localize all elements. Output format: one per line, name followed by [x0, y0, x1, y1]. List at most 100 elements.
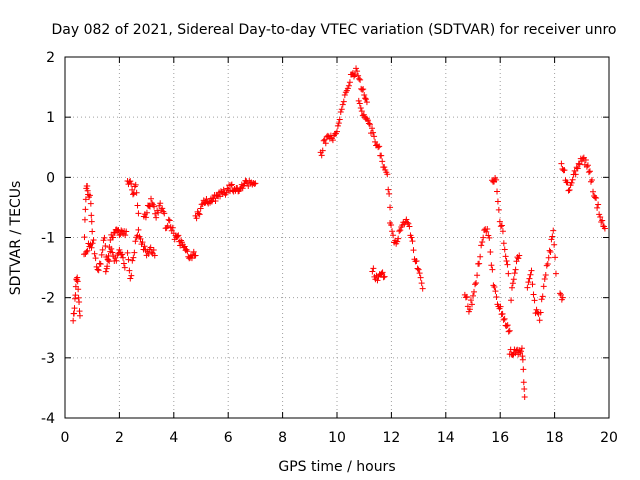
- data-point-marker: [376, 143, 383, 150]
- data-point-marker: [476, 260, 483, 267]
- data-point-marker: [547, 249, 554, 256]
- data-point-marker: [495, 206, 502, 213]
- data-point-marker: [518, 348, 525, 355]
- data-point-marker: [497, 303, 504, 310]
- data-point-marker: [164, 222, 171, 229]
- data-point-marker: [130, 254, 137, 261]
- data-point-marker: [478, 242, 485, 249]
- data-point-marker: [379, 269, 386, 276]
- data-point-marker: [71, 310, 78, 317]
- data-point-marker: [133, 189, 140, 196]
- data-point-marker: [480, 234, 487, 241]
- data-point-marker: [76, 298, 83, 305]
- data-point-marker: [503, 322, 510, 329]
- data-point-marker: [137, 235, 144, 242]
- x-tick-label: 0: [61, 430, 70, 446]
- data-point-marker: [82, 196, 89, 203]
- data-point-marker: [132, 238, 139, 245]
- data-point-marker: [586, 168, 593, 175]
- data-point-marker: [414, 265, 421, 272]
- data-point-marker: [536, 317, 543, 324]
- data-point-marker: [415, 266, 422, 273]
- data-point-marker: [102, 242, 109, 249]
- data-point-marker: [88, 244, 95, 251]
- data-point-marker: [527, 271, 534, 278]
- data-point-marker: [99, 246, 106, 253]
- data-point-marker: [335, 120, 342, 127]
- data-point-marker: [89, 240, 96, 247]
- data-point-marker: [403, 216, 410, 223]
- data-point-marker: [548, 236, 555, 243]
- data-point-marker: [470, 292, 476, 299]
- data-point-marker: [361, 92, 368, 99]
- data-point-marker: [336, 116, 343, 123]
- data-point-marker: [521, 393, 528, 400]
- data-point-marker: [227, 182, 234, 189]
- data-point-marker: [528, 267, 535, 274]
- data-point-marker: [126, 267, 133, 274]
- x-tick-label: 12: [382, 430, 400, 446]
- data-point-marker: [594, 204, 601, 211]
- data-point-marker: [90, 237, 97, 244]
- data-point-marker: [82, 206, 89, 213]
- data-point-marker: [151, 203, 158, 210]
- data-point-marker: [408, 234, 415, 241]
- data-point-marker: [505, 328, 512, 335]
- data-point-marker: [357, 76, 364, 83]
- data-point-marker: [493, 294, 500, 301]
- data-point-marker: [510, 276, 517, 283]
- x-axis-label: GPS time / hours: [278, 459, 395, 475]
- x-tick-label: 16: [491, 430, 509, 446]
- data-point-marker: [177, 242, 184, 249]
- data-point-marker: [329, 137, 336, 144]
- data-point-marker: [338, 106, 345, 113]
- x-tick-label: 14: [437, 430, 455, 446]
- data-point-marker: [524, 284, 531, 291]
- data-point-marker: [369, 268, 376, 275]
- data-point-marker: [589, 176, 595, 183]
- data-point-marker: [500, 316, 507, 323]
- data-point-marker: [92, 255, 99, 262]
- data-point-marker: [559, 294, 566, 301]
- data-point-marker: [116, 246, 123, 253]
- data-point-marker: [479, 239, 486, 246]
- x-tick-label: 18: [546, 430, 564, 446]
- data-point-marker: [387, 204, 394, 211]
- data-point-marker: [552, 270, 559, 277]
- data-point-marker: [557, 290, 564, 297]
- data-point-marker: [357, 105, 364, 112]
- data-point-marker: [109, 249, 116, 256]
- data-point-marker: [474, 272, 481, 279]
- data-point-marker: [542, 272, 549, 279]
- x-axis-ticks: 0 2 4 6 8 10 12 14 16 18 20: [61, 57, 618, 446]
- data-point-marker: [395, 235, 402, 242]
- data-point-marker: [93, 263, 100, 270]
- data-point-marker: [590, 188, 597, 195]
- data-point-marker: [97, 261, 104, 268]
- data-point-marker: [511, 270, 518, 277]
- data-point-marker: [579, 155, 586, 162]
- plot-frame: [64, 56, 610, 419]
- data-point-marker: [494, 188, 501, 195]
- data-point-marker: [228, 181, 235, 188]
- data-point-marker: [386, 190, 393, 197]
- data-point-marker: [520, 379, 527, 386]
- y-axis-label: SDTVAR / TECUs: [8, 181, 24, 296]
- data-point-marker: [89, 228, 96, 235]
- y-tick-label: -1: [41, 231, 55, 247]
- data-point-marker: [486, 234, 493, 241]
- data-point-marker: [81, 234, 88, 241]
- data-point-marker: [319, 147, 326, 154]
- data-point-marker: [551, 241, 558, 248]
- data-point-marker: [508, 297, 515, 304]
- data-point-marker: [134, 202, 141, 209]
- data-point-marker: [496, 218, 503, 225]
- data-point-marker: [537, 309, 544, 316]
- data-point-marker: [419, 285, 426, 292]
- data-point-marker: [86, 192, 93, 199]
- data-point-marker: [141, 243, 148, 250]
- data-point-marker: [101, 234, 108, 241]
- data-point-marker: [135, 226, 142, 233]
- data-point-marker: [501, 246, 508, 253]
- data-point-marker: [404, 219, 411, 226]
